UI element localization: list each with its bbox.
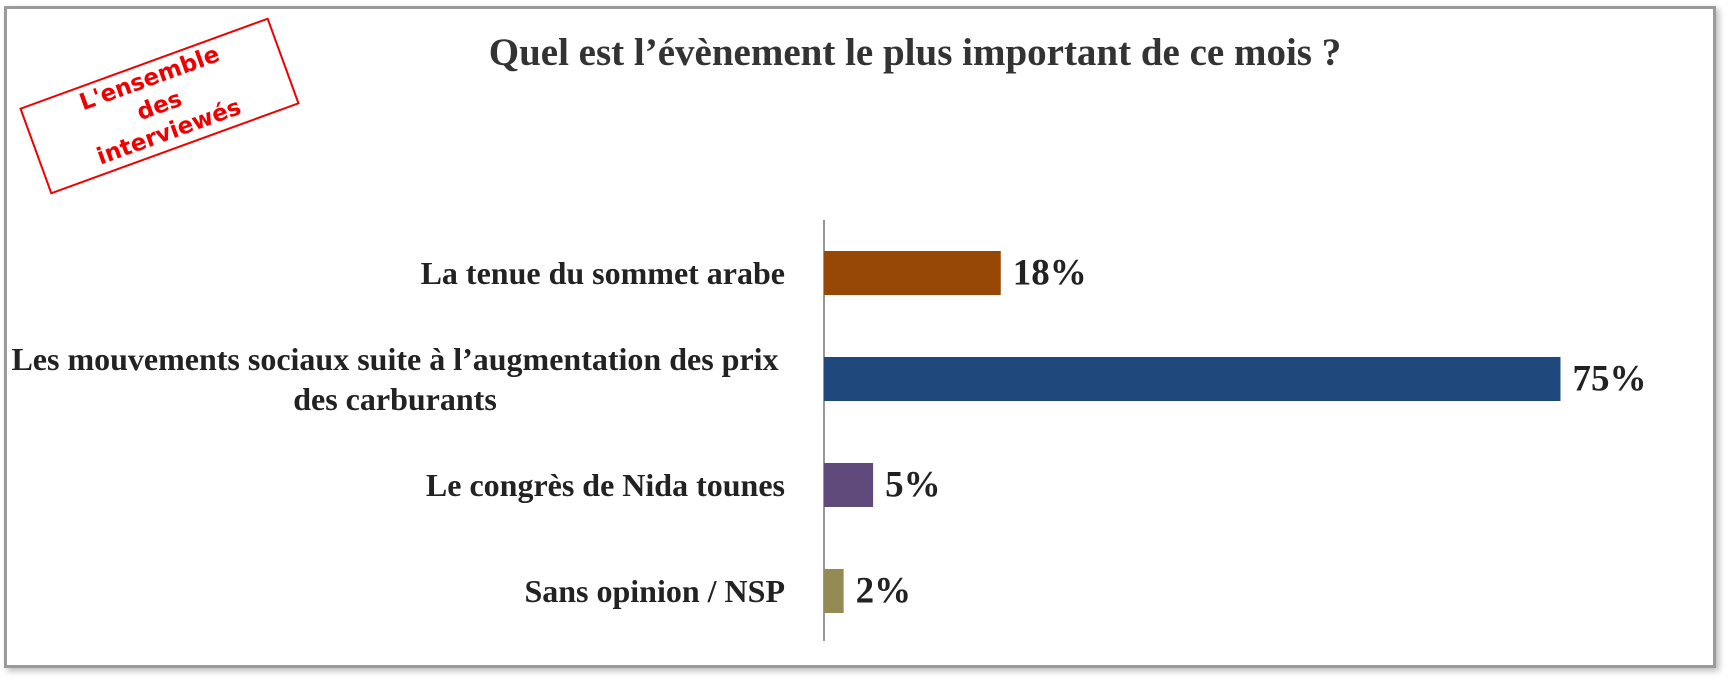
value-label: 75%	[1572, 358, 1647, 400]
bar	[824, 357, 1561, 401]
category-label: Les mouvements sociaux suite à l’augment…	[11, 341, 779, 417]
value-label: 5%	[885, 464, 941, 506]
category-label: Le congrès de Nida tounes	[425, 467, 785, 503]
bar	[824, 569, 844, 613]
category-label: La tenue du sommet arabe	[420, 255, 785, 291]
frame	[4, 6, 1716, 668]
chart-title: Quel est l’évènement le plus important d…	[488, 31, 1342, 74]
value-label: 18%	[1012, 252, 1087, 294]
bar	[824, 251, 1001, 295]
bar	[824, 463, 874, 507]
category-label: Sans opinion / NSP	[524, 573, 785, 609]
value-label: 2%	[855, 570, 912, 612]
